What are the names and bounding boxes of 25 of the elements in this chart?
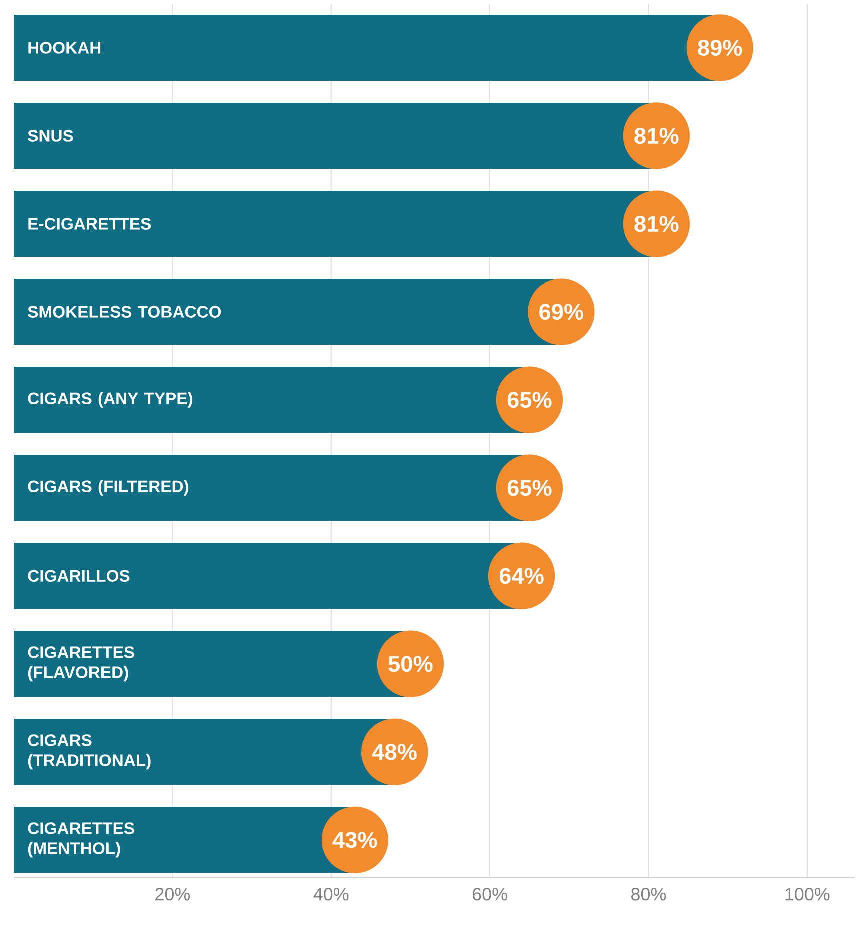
y-tick-label: SNUS	[28, 130, 74, 142]
y-tick-label: CIGARETTES (MENTHOL)	[28, 822, 134, 858]
y-tick-label: CIGARETTES (FLAVORED)	[28, 646, 134, 682]
x-tick-label: 20%	[156, 888, 190, 901]
data-label: 81%	[634, 128, 679, 144]
data-label: 65%	[508, 392, 552, 408]
data-label: 81%	[634, 216, 679, 232]
y-tick-label: CIGARILLOS	[28, 570, 130, 582]
data-label: 64%	[500, 568, 544, 584]
x-tick-label: 80%	[631, 888, 666, 901]
data-label: 65%	[508, 480, 552, 496]
y-tick-label: E-CIGARETTES	[28, 218, 152, 230]
y-tick-label: CIGARS (FILTERED)	[28, 480, 189, 496]
x-tick-label: 100%	[786, 888, 830, 901]
data-label: 50%	[388, 656, 433, 672]
y-tick-label: CIGARS (TRADITIONAL)	[28, 734, 151, 770]
y-tick-label: SMOKELESS TOBACCO	[28, 306, 222, 318]
data-label: 48%	[372, 744, 417, 760]
x-tick-label: 60%	[472, 888, 508, 901]
data-label: 43%	[332, 832, 378, 848]
x-tick-label: 40%	[314, 888, 349, 901]
data-label: 69%	[540, 304, 584, 320]
y-tick-label: HOOKAH	[28, 42, 101, 54]
y-tick-label: CIGARS (ANY TYPE)	[28, 392, 193, 408]
data-label: 89%	[698, 40, 742, 56]
